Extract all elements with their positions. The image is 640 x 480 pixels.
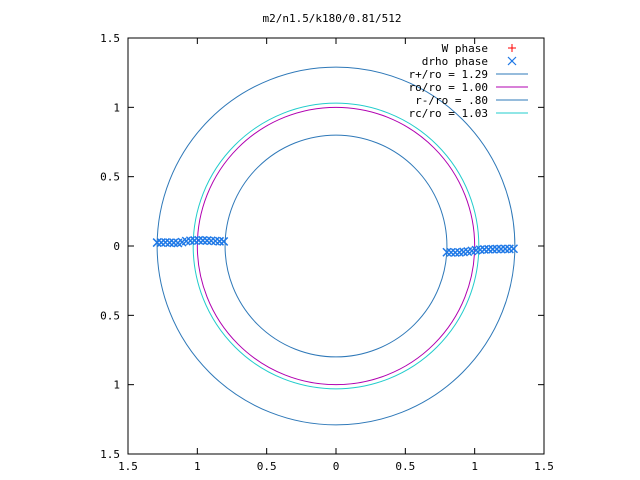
data-point [169,238,179,248]
data-point [500,244,510,254]
point-stroke [165,238,175,248]
data-point [496,244,506,254]
point-stroke [198,235,208,245]
y-tick-label: 0.5 [100,309,120,322]
data-point [219,236,229,246]
point-stroke [442,247,452,257]
data-point [206,236,216,246]
point-stroke [214,236,225,246]
data-point [160,237,170,247]
data-point [156,238,166,248]
x-tick-label: 0.5 [395,460,415,473]
point-stroke [202,236,212,246]
data-point [484,244,494,254]
point-stroke [169,238,179,248]
point-stroke [500,244,510,254]
y-tick-label: 0.5 [100,171,120,184]
y-tick-label: 1 [113,101,120,114]
x-tick-label: 0 [333,460,340,473]
x-axis-ticks: 1.5 1 0.5 0 0.5 1 1.5 [118,38,554,473]
point-stroke [206,236,216,246]
point-stroke [210,236,220,246]
legend-sample [507,56,517,66]
data-point [504,244,514,254]
chart-title: m2/n1.5/k180/0.81/512 [262,12,401,25]
x-tick-label: 1.5 [534,460,554,473]
data-point [446,247,456,257]
legend-label: drho phase [422,55,488,68]
x-tick-label: 1.5 [118,460,138,473]
legend-label: r-/ro = .80 [415,94,488,107]
data-point [198,235,208,245]
y-tick-label: 1 [113,379,120,392]
legend-label: W phase [442,42,488,55]
x-tick-label: 1 [194,460,201,473]
data-point [450,247,460,258]
ring-circle-3 [224,134,448,358]
point-stroke [492,244,502,254]
y-tick-label: 1.5 [100,32,120,45]
legend-label: ro/ro = 1.00 [409,81,488,94]
point-stroke [160,237,170,247]
data-point [165,238,175,248]
ring-circle-4 [192,102,480,390]
y-axis-ticks: 1.5 1 0.5 0 0.5 1 1.5 [100,32,544,461]
x-tick-label: 1 [471,460,478,473]
y-tick-label: 0 [113,240,120,253]
data-point [479,244,489,254]
data-point [202,236,212,246]
y-tick-label: 1.5 [100,448,120,461]
point-stroke [194,235,204,245]
data-point [508,244,519,254]
point-stroke [219,236,229,246]
data-point [194,235,204,245]
data-point [488,244,498,254]
point-stroke [152,238,162,248]
drho-phase-points [152,235,519,258]
ring-curves [156,66,516,426]
legend-label: rc/ro = 1.03 [409,107,488,120]
data-point [492,244,502,254]
ring-circle-2 [196,106,476,386]
data-point [152,238,162,248]
point-stroke [446,247,456,257]
ring-circle-1 [156,66,516,426]
x-tick-label: 0.5 [257,460,277,473]
data-point [210,236,220,246]
point-stroke [508,244,519,254]
data-point [214,236,225,246]
legend-label: r+/ro = 1.29 [409,68,488,81]
